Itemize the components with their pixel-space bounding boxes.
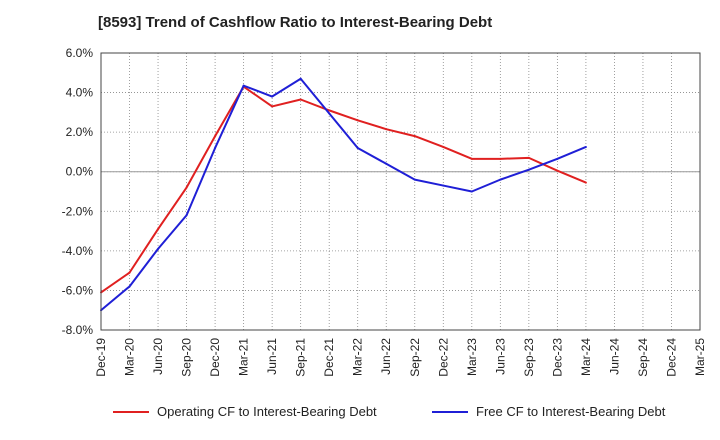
data-point-operating-cf	[299, 98, 302, 101]
data-point-operating-cf	[214, 135, 217, 138]
data-point-free-cf	[527, 168, 530, 171]
series-line-free-cf	[100, 77, 587, 311]
x-tick-label: Sep-20	[180, 338, 194, 377]
data-point-operating-cf	[157, 228, 160, 231]
data-point-operating-cf	[356, 119, 359, 122]
y-tick-label: -4.0%	[62, 244, 94, 258]
x-tick-label: Mar-20	[123, 338, 137, 376]
data-point-free-cf	[442, 184, 445, 187]
x-tick-label: Sep-23	[522, 338, 536, 377]
data-point-free-cf	[556, 157, 559, 160]
data-point-operating-cf	[442, 145, 445, 148]
data-point-free-cf	[584, 145, 587, 148]
x-tick-label: Dec-19	[94, 338, 108, 377]
data-point-free-cf	[128, 285, 131, 288]
data-point-free-cf	[299, 77, 302, 80]
x-tick-label: Sep-21	[294, 338, 308, 377]
chart-legend: Operating CF to Interest-Bearing Debt Fr…	[0, 404, 720, 426]
x-tick-label: Jun-23	[493, 338, 507, 375]
legend-swatch-operating-cf	[113, 410, 149, 413]
data-point-operating-cf	[556, 169, 559, 172]
x-tick-label: Sep-22	[408, 338, 422, 377]
data-point-operating-cf	[185, 186, 188, 189]
y-tick-label: 0.0%	[66, 165, 94, 179]
x-tick-label: Mar-23	[465, 338, 479, 376]
plot-border	[100, 52, 701, 331]
x-tick-label: Dec-23	[550, 338, 564, 377]
data-point-operating-cf	[128, 271, 131, 274]
data-point-free-cf	[214, 146, 217, 149]
data-point-operating-cf	[470, 157, 473, 160]
y-tick-label: 6.0%	[66, 46, 94, 60]
y-tick-label: 2.0%	[66, 125, 94, 139]
x-tick-label: Jun-21	[265, 338, 279, 375]
x-tick-label: Dec-22	[436, 338, 450, 377]
legend-item-operating-cf: Operating CF to Interest-Bearing Debt	[113, 404, 377, 419]
grid-layer	[100, 52, 701, 331]
y-tick-label: -2.0%	[62, 204, 94, 218]
data-point-free-cf	[157, 247, 160, 250]
axis-layer: 6.0%4.0%2.0%0.0%-2.0%-4.0%-6.0%-8.0%Dec-…	[62, 46, 707, 377]
x-tick-label: Mar-21	[237, 338, 251, 376]
legend-label-operating-cf: Operating CF to Interest-Bearing Debt	[157, 404, 377, 419]
x-tick-label: Jun-20	[151, 338, 165, 375]
legend-label-free-cf: Free CF to Interest-Bearing Debt	[476, 404, 666, 419]
legend-item-free-cf: Free CF to Interest-Bearing Debt	[432, 404, 665, 419]
data-point-free-cf	[185, 214, 188, 217]
legend-swatch-free-cf	[432, 410, 468, 413]
x-tick-label: Dec-24	[664, 338, 678, 377]
y-tick-label: 4.0%	[66, 86, 94, 100]
x-tick-label: Dec-21	[322, 338, 336, 377]
chart-title: [8593] Trend of Cashflow Ratio to Intere…	[98, 14, 493, 31]
x-tick-label: Mar-22	[351, 338, 365, 376]
data-point-free-cf	[413, 178, 416, 181]
data-point-free-cf	[499, 178, 502, 181]
data-point-operating-cf	[527, 156, 530, 159]
data-point-free-cf	[470, 190, 473, 193]
data-point-free-cf	[271, 95, 274, 98]
data-point-operating-cf	[413, 135, 416, 138]
data-point-operating-cf	[499, 157, 502, 160]
y-tick-label: -8.0%	[62, 323, 94, 337]
y-tick-label: -6.0%	[62, 283, 94, 297]
x-tick-label: Jun-22	[379, 338, 393, 375]
x-tick-label: Dec-20	[208, 338, 222, 377]
data-point-free-cf	[328, 112, 331, 115]
data-point-operating-cf	[271, 105, 274, 108]
x-tick-label: Mar-24	[579, 338, 593, 376]
data-point-operating-cf	[385, 128, 388, 131]
x-tick-label: Sep-24	[636, 338, 650, 377]
x-tick-label: Jun-24	[607, 338, 621, 375]
series-layer	[100, 77, 587, 312]
data-point-operating-cf	[328, 109, 331, 112]
plot-area	[101, 53, 700, 330]
x-tick-label: Mar-25	[693, 338, 707, 376]
data-point-free-cf	[242, 84, 245, 87]
data-point-free-cf	[356, 146, 359, 149]
series-line-operating-cf	[100, 85, 587, 294]
data-point-operating-cf	[584, 181, 587, 184]
data-point-free-cf	[385, 162, 388, 165]
